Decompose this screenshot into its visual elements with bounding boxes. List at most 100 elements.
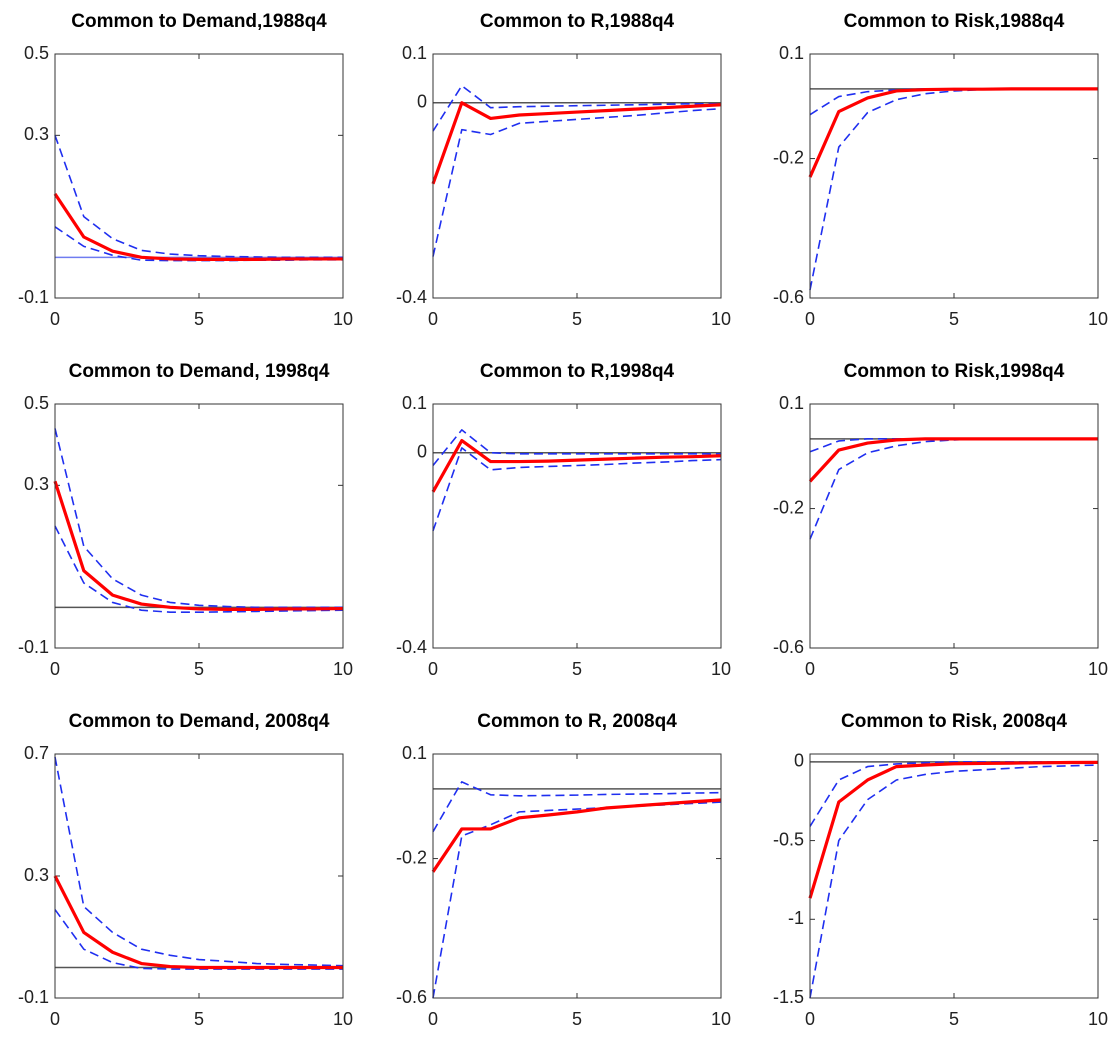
- x-tick-label: 10: [1088, 309, 1108, 329]
- y-tick-label: 0.5: [24, 43, 49, 63]
- x-tick-label: 0: [805, 1009, 815, 1029]
- x-tick-label: 5: [949, 1009, 959, 1029]
- y-tick-label: -0.1: [18, 987, 49, 1007]
- y-tick-label: 0.3: [24, 474, 49, 494]
- chart-title: Common to R,1988q4: [480, 11, 675, 32]
- y-tick-label: 0: [417, 442, 427, 462]
- x-tick-label: 5: [949, 659, 959, 679]
- y-tick-label: -0.6: [773, 637, 804, 657]
- axes-box: [54, 53, 344, 299]
- y-tick-label: -0.6: [396, 987, 427, 1007]
- y-tick-label: 0.5: [24, 393, 49, 413]
- axes-box: [54, 403, 344, 649]
- x-tick-label: 10: [711, 1009, 731, 1029]
- plot-area: [433, 754, 721, 998]
- chart-title: Common to Demand, 2008q4: [69, 711, 330, 732]
- band-line: [432, 84, 721, 132]
- response-line: [808, 437, 1098, 483]
- y-tick-label: -1.5: [773, 987, 804, 1007]
- y-tick-label: -0.2: [773, 497, 804, 517]
- y-tick-label: 0: [794, 751, 804, 771]
- x-tick-label: 10: [333, 659, 353, 679]
- response-line: [431, 798, 722, 873]
- plot-area: [55, 54, 343, 298]
- x-tick-label: 0: [50, 309, 60, 329]
- x-tick-label: 10: [711, 659, 731, 679]
- response-line: [53, 193, 343, 261]
- y-tick-label: 0.1: [779, 393, 804, 413]
- x-tick-label: 0: [805, 309, 815, 329]
- x-tick-label: 0: [50, 1009, 60, 1029]
- x-tick-label: 5: [572, 659, 582, 679]
- band-line: [54, 428, 343, 609]
- response-line: [808, 87, 1098, 178]
- y-tick-label: -0.2: [773, 147, 804, 167]
- x-tick-label: 5: [949, 309, 959, 329]
- y-tick-label: -0.2: [396, 847, 427, 867]
- band-line: [54, 525, 344, 614]
- x-tick-label: 0: [428, 309, 438, 329]
- x-tick-label: 0: [428, 1009, 438, 1029]
- y-tick-label: 0.1: [402, 43, 427, 63]
- x-tick-label: 5: [194, 1009, 204, 1029]
- y-tick-label: 0.3: [24, 124, 49, 144]
- axes-box: [432, 403, 722, 649]
- x-tick-label: 5: [572, 309, 582, 329]
- y-tick-label: 0: [417, 92, 427, 112]
- chart-title: Common to Risk,1988q4: [844, 11, 1065, 32]
- chart-title: Common to R, 2008q4: [477, 711, 677, 732]
- response-line: [431, 101, 722, 185]
- plot-area: [433, 54, 721, 298]
- response-line: [53, 480, 344, 611]
- band-line: [809, 764, 1099, 999]
- y-tick-label: 0.3: [24, 865, 49, 885]
- chart-title: Common to Risk,1998q4: [844, 361, 1065, 382]
- plot-area: [55, 754, 343, 998]
- band-line: [54, 909, 343, 970]
- x-tick-label: 10: [711, 309, 731, 329]
- axes-box: [432, 753, 722, 999]
- x-tick-label: 0: [428, 659, 438, 679]
- band-line: [54, 135, 343, 259]
- x-tick-label: 5: [194, 659, 204, 679]
- x-tick-label: 10: [333, 1009, 353, 1029]
- y-tick-label: 0.1: [779, 43, 804, 63]
- axes-box: [809, 53, 1099, 299]
- response-line: [431, 439, 722, 493]
- band-line: [809, 88, 1098, 291]
- axes-box: [809, 753, 1099, 999]
- y-tick-label: 0.7: [24, 743, 49, 763]
- x-tick-label: 10: [1088, 659, 1108, 679]
- chart-title: Common to Risk, 2008q4: [841, 711, 1067, 732]
- y-tick-label: -0.6: [773, 287, 804, 307]
- axes-box: [432, 53, 722, 299]
- chart-title: Common to Demand,1988q4: [71, 11, 327, 32]
- y-tick-label: 0.1: [402, 393, 427, 413]
- y-tick-label: -0.1: [18, 287, 49, 307]
- plot-area: [810, 754, 1098, 998]
- band-line: [432, 107, 722, 257]
- axes-box: [809, 403, 1099, 649]
- band-line: [432, 447, 722, 532]
- band-line: [432, 781, 722, 833]
- x-tick-label: 5: [572, 1009, 582, 1029]
- y-tick-label: -0.4: [396, 287, 427, 307]
- chart-title: Common to Demand, 1998q4: [69, 361, 330, 382]
- axes-box: [54, 753, 344, 999]
- x-tick-label: 0: [50, 659, 60, 679]
- y-tick-label: 0.1: [402, 743, 427, 763]
- x-tick-label: 10: [333, 309, 353, 329]
- y-tick-label: -0.5: [773, 829, 804, 849]
- plot-area: [810, 54, 1098, 298]
- y-tick-label: -1: [788, 908, 804, 928]
- y-tick-label: -0.4: [396, 637, 427, 657]
- band-line: [54, 756, 344, 967]
- response-line: [53, 875, 343, 970]
- y-tick-label: -0.1: [18, 637, 49, 657]
- band-line: [432, 429, 721, 466]
- x-tick-label: 5: [194, 309, 204, 329]
- x-tick-label: 10: [1088, 1009, 1108, 1029]
- response-line: [808, 760, 1099, 899]
- chart-title: Common to R,1998q4: [480, 361, 675, 382]
